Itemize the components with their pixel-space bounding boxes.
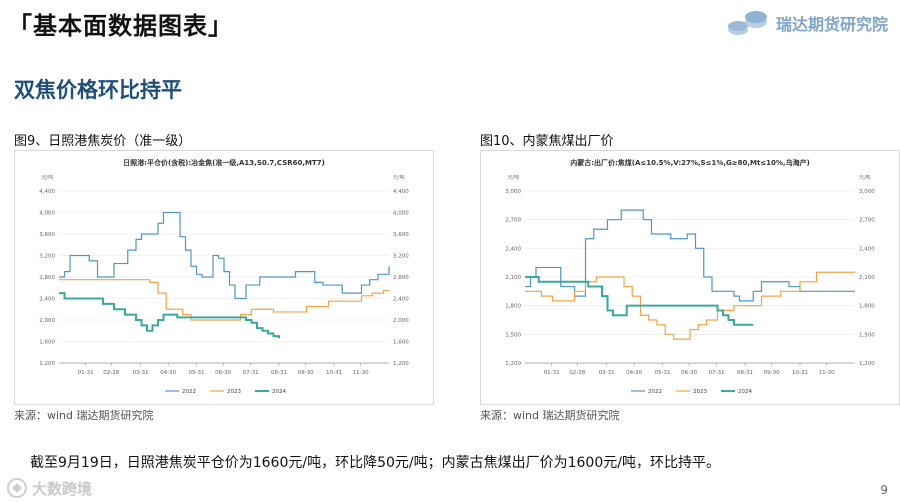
x-tick-label: 05-31 — [189, 370, 205, 376]
y-tick-label-left: 2,400 — [39, 297, 55, 303]
summary-text: 截至9月19日，日照港焦炭平仓价为1660元/吨，环比降50元/吨；内蒙古焦煤出… — [30, 455, 720, 471]
source-note: 来源：wind 瑞达期货研究院 — [14, 409, 154, 422]
y-tick-label-right: 2,000 — [393, 318, 409, 324]
page-number: 9 — [880, 483, 888, 497]
x-tick-label: 01-31 — [544, 370, 560, 376]
y-tick-label-right: 1,500 — [859, 332, 875, 338]
x-tick-label: 10-31 — [326, 370, 342, 376]
y-tick-label-left: 1,800 — [505, 304, 521, 310]
y-tick-label-right: 1,600 — [393, 340, 409, 346]
y-tick-label-left: 2,700 — [505, 218, 521, 224]
y-tick-label-left: 4,400 — [39, 189, 55, 195]
y-axis-label-right: 元/吨 — [859, 174, 871, 181]
x-tick-label: 01-31 — [78, 370, 94, 376]
figure-panel-left: 图9、日照港焦炭价（准一级） 日照港:平仓价(含税):冶金焦(准一级,A13,S… — [14, 130, 434, 422]
x-tick-label: 07-31 — [243, 370, 259, 376]
logo-text: 瑞达期货研究院 — [775, 15, 888, 34]
legend-label-2022: 2022 — [182, 389, 196, 395]
y-tick-label-left: 2,000 — [39, 318, 55, 324]
y-tick-label-right: 1,800 — [859, 304, 875, 310]
legend-label-2023: 2023 — [693, 389, 707, 395]
y-tick-label-left: 2,100 — [505, 275, 521, 281]
x-tick-label: 08-31 — [271, 370, 287, 376]
y-tick-label-right: 3,600 — [393, 232, 409, 238]
chart-svg: 内蒙古:出厂价:焦煤(A≤10.5%,V:27%,S≤1%,G≥80,Mt≤10… — [505, 158, 875, 395]
y-tick-label-right: 2,400 — [859, 246, 875, 252]
watermark-text: 大数跨境 — [32, 479, 93, 498]
y-tick-label-left: 3,200 — [39, 254, 55, 260]
y-tick-label-right: 4,000 — [393, 211, 409, 217]
chart-svg: 日照港:平仓价(含税):冶金焦(准一级,A13,S0.7,CSR60,MT7) 元… — [39, 158, 409, 395]
series-line-2022 — [59, 211, 390, 300]
figure-label: 图9、日照港焦炭价（准一级） — [14, 134, 192, 149]
x-tick-label: 03-31 — [599, 370, 615, 376]
x-tick-label: 08-31 — [737, 370, 753, 376]
x-tick-label: 02-28 — [103, 370, 119, 376]
y-tick-label-right: 3,000 — [859, 189, 875, 195]
y-tick-label-right: 1,200 — [393, 361, 409, 367]
x-tick-label: 05-31 — [655, 370, 671, 376]
y-tick-label-left: 1,200 — [39, 361, 55, 367]
x-tick-label: 06-30 — [681, 370, 697, 376]
y-tick-label-left: 4,000 — [39, 211, 55, 217]
series-line-2024 — [59, 292, 280, 339]
legend-label-2022: 2022 — [648, 389, 662, 395]
series-line-2023 — [525, 271, 855, 340]
chart-title: 日照港:平仓价(含税):冶金焦(准一级,A13,S0.7,CSR60,MT7) — [123, 158, 325, 167]
x-tick-label: 11-30 — [353, 370, 369, 376]
y-axis-label-left: 元/吨 — [507, 174, 519, 181]
y-tick-label-left: 1,500 — [505, 332, 521, 338]
x-tick-label: 10-31 — [792, 370, 808, 376]
chart-coking-coal-price: 内蒙古:出厂价:焦煤(A≤10.5%,V:27%,S≤1%,G≥80,Mt≤10… — [480, 150, 900, 405]
x-tick-label: 09-30 — [298, 370, 314, 376]
y-tick-label-right: 4,400 — [393, 189, 409, 195]
watermark-logo-icon — [7, 478, 27, 498]
legend-label-2024: 2024 — [272, 389, 286, 395]
figure-label: 图10、内蒙焦煤出厂价 — [480, 134, 614, 149]
y-axis-label-left: 元/吨 — [41, 174, 53, 181]
page-title: 「基本面数据图表」 — [8, 12, 233, 40]
series-line-2024 — [525, 276, 754, 326]
x-tick-label: 04-30 — [160, 370, 176, 376]
company-logo: 瑞达期货研究院 — [726, 6, 888, 40]
y-axis-label-right: 元/吨 — [393, 174, 405, 181]
series-line-2023 — [59, 279, 389, 321]
y-tick-label-left: 2,400 — [505, 246, 521, 252]
y-tick-label-left: 3,600 — [39, 232, 55, 238]
coins-icon — [727, 11, 767, 35]
section-title: 双焦价格环比持平 — [14, 78, 182, 102]
y-tick-label-right: 2,400 — [393, 297, 409, 303]
watermark: 大数跨境 — [6, 477, 92, 499]
x-tick-label: 07-31 — [709, 370, 725, 376]
y-tick-label-left: 2,800 — [39, 275, 55, 281]
y-tick-label-right: 2,700 — [859, 218, 875, 224]
legend-label-2024: 2024 — [738, 389, 752, 395]
x-tick-label: 09-30 — [764, 370, 780, 376]
y-tick-label-left: 1,600 — [39, 340, 55, 346]
x-tick-label: 02-28 — [569, 370, 585, 376]
x-tick-label: 11-30 — [819, 370, 835, 376]
x-tick-label: 06-30 — [215, 370, 231, 376]
source-note: 来源：wind 瑞达期货研究院 — [480, 409, 620, 422]
chart-title: 内蒙古:出厂价:焦煤(A≤10.5%,V:27%,S≤1%,G≥80,Mt≤10… — [570, 158, 810, 167]
x-tick-label: 03-31 — [133, 370, 149, 376]
y-tick-label-right: 2,100 — [859, 275, 875, 281]
y-tick-label-left: 1,200 — [505, 361, 521, 367]
chart-coke-price: 日照港:平仓价(含税):冶金焦(准一级,A13,S0.7,CSR60,MT7) 元… — [14, 150, 434, 405]
y-tick-label-right: 3,200 — [393, 254, 409, 260]
y-tick-label-right: 2,800 — [393, 275, 409, 281]
legend-label-2023: 2023 — [227, 389, 241, 395]
series-line-2022 — [525, 209, 855, 302]
y-tick-label-right: 1,200 — [859, 361, 875, 367]
figure-panel-right: 图10、内蒙焦煤出厂价 内蒙古:出厂价:焦煤(A≤10.5%,V:27%,S≤1… — [480, 130, 900, 422]
x-tick-label: 04-30 — [626, 370, 642, 376]
y-tick-label-left: 3,000 — [505, 189, 521, 195]
